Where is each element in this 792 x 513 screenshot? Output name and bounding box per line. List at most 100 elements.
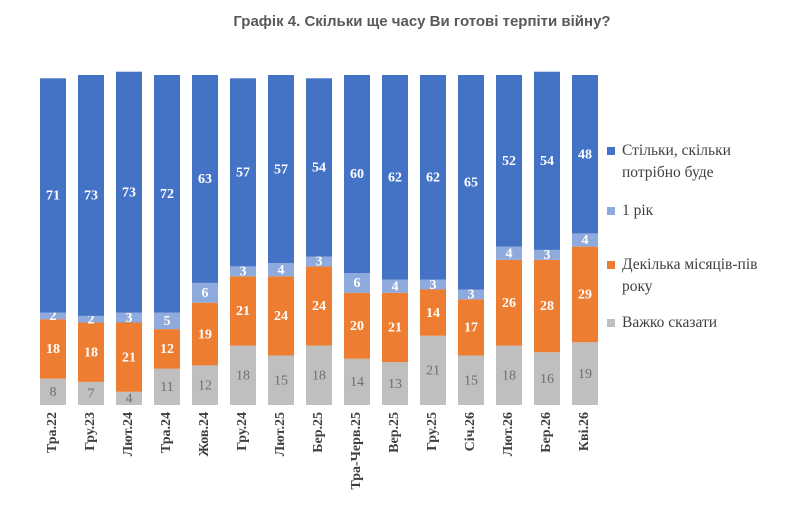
- value-label: 17: [464, 321, 478, 336]
- bar-segment: [534, 352, 560, 405]
- bar-segment: [534, 71, 560, 250]
- bar-segment: [344, 292, 370, 359]
- bar-segment: [192, 365, 218, 405]
- legend-swatch: [607, 207, 615, 215]
- bar-segment: [458, 289, 484, 300]
- bar-segment: [534, 259, 560, 353]
- bar-segment: [496, 345, 522, 405]
- value-label: 5: [164, 314, 171, 329]
- x-tick-label: Лют.25: [273, 412, 288, 456]
- value-label: 2: [88, 312, 95, 327]
- value-label: 4: [582, 233, 589, 248]
- bar-segment: [420, 75, 446, 280]
- bar-segment: [496, 75, 522, 247]
- bar-segment: [382, 292, 408, 363]
- x-tick-label: Гру.24: [235, 412, 250, 451]
- value-label: 21: [426, 364, 440, 379]
- value-label: 54: [540, 154, 554, 169]
- bar-segment: [230, 266, 256, 277]
- bar-segment: [268, 263, 294, 277]
- value-label: 18: [502, 369, 516, 384]
- value-label: 15: [274, 373, 288, 388]
- value-label: 2: [50, 309, 57, 324]
- value-label: 6: [354, 276, 361, 291]
- value-label: 4: [506, 246, 513, 261]
- bar-segment: [306, 256, 332, 267]
- bar-segment: [154, 312, 180, 330]
- bar-segment: [420, 279, 446, 290]
- value-label: 3: [468, 288, 475, 303]
- bar-segment: [268, 355, 294, 405]
- value-label: 48: [578, 147, 592, 162]
- value-label: 18: [46, 342, 60, 357]
- x-tick-label: Вер.25: [387, 412, 402, 453]
- value-label: 8: [50, 385, 57, 400]
- bar-segment: [192, 302, 218, 366]
- x-tick-label: Гру.25: [425, 412, 440, 451]
- value-label: 24: [274, 309, 288, 324]
- x-tick-label: Лют.24: [121, 412, 136, 456]
- x-tick-label: Жов.24: [197, 412, 212, 457]
- value-label: 29: [578, 288, 592, 303]
- bar-segment: [458, 299, 484, 356]
- x-tick-label: Гру.23: [83, 412, 98, 451]
- bar-segment: [306, 78, 332, 257]
- value-label: 26: [502, 296, 516, 311]
- value-label: 14: [350, 375, 364, 390]
- chart-title: Графік 4. Скільки ще часу Ви готові терп…: [233, 13, 610, 30]
- value-label: 20: [350, 319, 364, 334]
- value-label: 60: [350, 167, 364, 182]
- value-label: 73: [122, 185, 136, 200]
- value-label: 11: [160, 380, 173, 395]
- x-tick-label: Кві.26: [577, 412, 592, 451]
- bar-segment: [496, 259, 522, 346]
- value-label: 12: [198, 378, 212, 393]
- value-label: 4: [278, 263, 285, 278]
- bar-segment: [192, 75, 218, 283]
- bar-segment: [116, 71, 142, 313]
- bar-segment: [268, 276, 294, 356]
- x-tick-label: Бер.25: [311, 412, 326, 453]
- value-label: 63: [198, 172, 212, 187]
- value-label: 6: [202, 286, 209, 301]
- bar-segment: [420, 335, 446, 405]
- bar-segment: [572, 246, 598, 343]
- bar-segment: [154, 329, 180, 369]
- x-tick-label: Тра-Черв.25: [349, 412, 364, 490]
- value-label: 62: [388, 171, 402, 186]
- bar-segment: [40, 378, 66, 405]
- bar-segment: [116, 312, 142, 323]
- value-label: 7: [88, 387, 95, 402]
- bar-segment: [458, 75, 484, 290]
- value-label: 12: [160, 342, 174, 357]
- x-tick-label: Бер.26: [539, 412, 554, 453]
- value-label: 13: [388, 377, 402, 392]
- value-label: 3: [126, 311, 133, 326]
- value-label: 21: [388, 321, 402, 336]
- legend-item: Важко сказати: [607, 312, 717, 334]
- bar-segment: [420, 289, 446, 336]
- value-label: 3: [316, 255, 323, 270]
- value-label: 18: [84, 345, 98, 360]
- value-label: 73: [84, 189, 98, 204]
- bar-segment: [40, 312, 66, 320]
- value-label: 19: [578, 367, 592, 382]
- value-label: 21: [122, 350, 136, 365]
- x-tick-label: Тра.22: [45, 412, 60, 453]
- bar-segment: [382, 362, 408, 405]
- value-label: 62: [426, 171, 440, 186]
- x-tick-label: Лют.26: [501, 412, 516, 456]
- value-label: 15: [464, 373, 478, 388]
- value-label: 18: [312, 369, 326, 384]
- bar-segment: [192, 282, 218, 303]
- value-label: 72: [160, 187, 174, 202]
- legend-item: 1 рік: [607, 200, 653, 222]
- value-label: 3: [240, 265, 247, 280]
- value-label: 16: [540, 372, 554, 387]
- bar-segment: [534, 249, 560, 260]
- value-label: 24: [312, 299, 326, 314]
- value-label: 52: [502, 154, 516, 169]
- value-label: 4: [392, 279, 399, 294]
- bar-segment: [344, 75, 370, 273]
- bar-segment: [344, 358, 370, 405]
